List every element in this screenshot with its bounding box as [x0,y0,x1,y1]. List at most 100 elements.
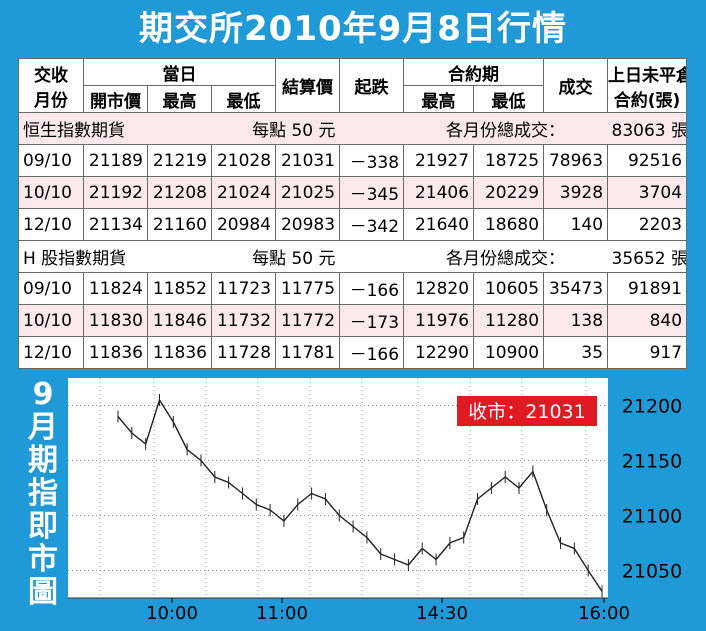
month-cell: 09/10 [18,144,84,177]
settle-cell: 21031 [275,144,341,177]
section-header: 恒生指數期貨 每點 50 元 各月份總成交： 83063 張 [18,112,688,145]
price-line [117,398,603,592]
table-row: 09/10 21189 21219 21028 21031 －338 21927… [18,144,688,177]
contract-low-cell: 10900 [473,336,545,369]
settle-cell: 11772 [275,304,341,337]
contract-high-cell: 21927 [403,144,475,177]
x-axis: 10:00 11:00 14:30 16:00 [146,598,630,624]
y-tick-label: 21100 [622,506,682,528]
low-cell: 11723 [210,272,277,305]
high-header: 最高 [147,85,212,113]
change-cell: －338 [339,144,405,177]
y-tick-label: 21050 [622,561,682,583]
open-cell: 21134 [83,208,148,241]
settle-header: 結算價 [275,58,341,113]
open-cell: 11836 [83,336,148,369]
quotes-table: 交收 月份 當日 結算價 起跌 合約期 成交 上日未平倉 合約(張) 開市價 最高 … [18,58,688,369]
table-row: 10/10 21192 21208 21024 21025 －345 21406… [18,176,688,209]
month-cell: 10/10 [18,176,84,209]
high-cell: 21208 [147,176,212,209]
low-header: 最低 [210,85,277,113]
open-header: 開市價 [83,85,148,113]
high-cell: 21160 [147,208,212,241]
contract-low-cell: 18725 [473,144,545,177]
table-row: 12/10 21134 21160 20984 20983 －342 21640… [18,208,688,241]
volume-cell: 140 [543,208,609,241]
contract-high-cell: 21640 [403,208,475,241]
low-cell: 11728 [210,336,277,369]
contract-low-cell: 11280 [473,304,545,337]
day-group-header: 當日 [82,58,277,86]
contract-low-header: 最低 [473,85,545,113]
month-cell: 12/10 [18,336,84,369]
open-cell: 21189 [83,144,148,177]
spacer [339,112,404,145]
chart-label-char: 期 [28,443,58,478]
close-price-tag: 收市：21031 [468,401,585,423]
contract-high-cell: 21406 [403,176,475,209]
change-cell: －342 [339,208,405,241]
settle-cell: 20983 [275,208,341,241]
volume-cell: 3928 [543,176,609,209]
chart-label-char: 市 [28,542,58,577]
open-interest-header: 上日未平倉 合約(張) [607,58,688,113]
settle-cell: 21025 [275,176,341,209]
table-row: 10/10 11830 11846 11732 11772 －173 11976… [18,304,688,337]
total-volume: 83063 張 [607,112,688,145]
x-tick-label: 16:00 [578,603,630,624]
open-interest-cell: 840 [607,304,688,337]
y-tick-label: 21150 [622,451,682,473]
per-point: 每點 50 元 [211,240,340,273]
y-tick-label: 21200 [622,396,682,418]
contract-high-cell: 11976 [403,304,475,337]
contract-high-header: 最高 [403,85,475,113]
price-series [117,394,603,598]
open-interest-cell: 917 [607,336,688,369]
contract-high-cell: 12820 [403,272,475,305]
open-interest-cell: 92516 [607,144,688,177]
volume-cell: 35 [543,336,609,369]
volume-cell: 138 [543,304,609,337]
volume-label: 各月份總成交： [403,112,608,145]
volume-label: 各月份總成交： [403,240,608,273]
open-cell: 11824 [83,272,148,305]
open-interest-cell: 2203 [607,208,688,241]
section-header: H 股指數期貨 每點 50 元 各月份總成交： 35652 張 [18,240,688,273]
intraday-chart: 21200 21150 21100 21050 10:00 11:00 14:30 16:0… [68,378,682,624]
volume-cell: 35473 [543,272,609,305]
volume-cell: 78963 [543,144,609,177]
close-price-tag-bg [457,396,597,426]
chart-label-char: 圖 [28,575,58,610]
low-cell: 21028 [210,144,277,177]
section-name: 恒生指數期貨 [18,112,212,145]
change-cell: －166 [339,272,405,305]
contract-group-header: 合約期 [403,58,545,86]
spacer [339,240,404,273]
change-header: 起跌 [339,58,405,113]
x-tick-label: 11:00 [256,603,308,624]
per-point: 每點 50 元 [211,112,340,145]
low-cell: 11732 [210,304,277,337]
chart-label-char: 即 [28,509,58,544]
x-tick-label: 14:30 [416,603,468,624]
contract-low-cell: 20229 [473,176,545,209]
contract-low-cell: 18680 [473,208,545,241]
open-cell: 21192 [83,176,148,209]
contract-high-cell: 12290 [403,336,475,369]
month-header: 交收 月份 [18,58,84,113]
chart-label-char: 月 [28,410,58,445]
change-cell: －345 [339,176,405,209]
month-cell: 10/10 [18,304,84,337]
chart-vertical-label: 9 月 期 指 即 市 圖 [24,378,62,609]
month-cell: 09/10 [18,272,84,305]
table-row: 09/10 11824 11852 11723 11775 －166 12820… [18,272,688,305]
open-interest-cell: 91891 [607,272,688,305]
volume-header: 成交 [543,58,609,113]
y-axis: 21200 21150 21100 21050 [622,396,682,583]
low-cell: 21024 [210,176,277,209]
page-title: 期交所2010年9月8日行情 [139,9,567,49]
low-cell: 20984 [210,208,277,241]
high-cell: 11852 [147,272,212,305]
table-row: 12/10 11836 11836 11728 11781 －166 12290… [18,336,688,369]
chart-label-char: 9 [32,377,54,412]
